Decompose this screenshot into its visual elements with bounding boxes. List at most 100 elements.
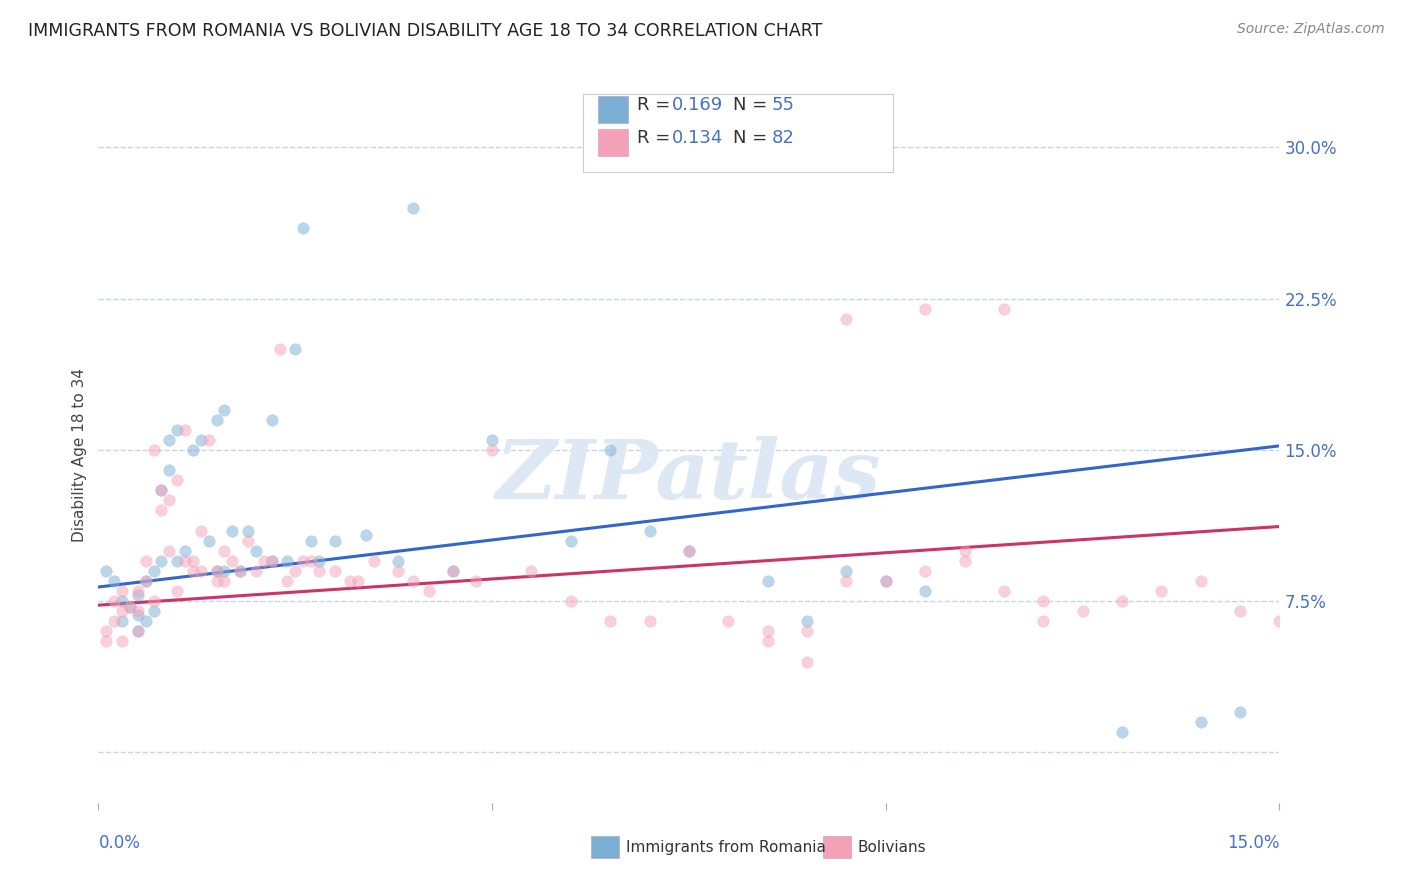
Point (276, 554, 298, 568)
Text: 0.0%: 0.0% (98, 834, 141, 852)
Point (481, 442, 503, 457)
Point (276, 574, 298, 588)
Point (260, 554, 283, 568)
Point (953, 543, 976, 558)
Point (323, 533, 346, 548)
Point (599, 442, 621, 457)
Point (835, 564, 858, 578)
Point (221, 524, 243, 538)
Point (127, 624, 149, 639)
Point (756, 624, 779, 639)
Point (599, 615, 621, 629)
Point (142, 564, 165, 578)
Point (127, 584, 149, 599)
Point (308, 564, 330, 578)
Point (441, 564, 464, 578)
Point (111, 604, 134, 618)
Point (127, 608, 149, 623)
Point (796, 624, 818, 639)
Point (387, 554, 409, 568)
Point (214, 543, 236, 558)
Text: 0.169: 0.169 (672, 96, 723, 114)
Point (229, 564, 252, 578)
Point (103, 615, 125, 629)
Point (339, 574, 361, 588)
Point (835, 574, 858, 588)
Point (111, 634, 134, 648)
Point (1032, 615, 1054, 629)
Point (292, 554, 315, 568)
Point (111, 584, 134, 599)
Point (157, 543, 180, 558)
Point (756, 634, 779, 648)
Point (236, 533, 259, 548)
Point (190, 524, 212, 538)
Point (166, 554, 188, 568)
Point (1268, 615, 1291, 629)
Y-axis label: Disability Age 18 to 34: Disability Age 18 to 34 (72, 368, 87, 542)
Point (253, 554, 276, 568)
Point (174, 543, 197, 558)
Point (993, 584, 1015, 599)
Point (127, 588, 149, 602)
Point (190, 564, 212, 578)
Point (560, 533, 582, 548)
Point (181, 554, 204, 568)
Text: IMMIGRANTS FROM ROMANIA VS BOLIVIAN DISABILITY AGE 18 TO 34 CORRELATION CHART: IMMIGRANTS FROM ROMANIA VS BOLIVIAN DISA… (28, 22, 823, 40)
Point (205, 564, 228, 578)
Point (1111, 725, 1133, 739)
Text: N =: N = (733, 96, 772, 114)
Point (520, 564, 543, 578)
Point (142, 442, 165, 457)
Text: 15.0%: 15.0% (1227, 834, 1279, 852)
Point (402, 201, 425, 215)
Point (875, 574, 897, 588)
Point (1189, 715, 1212, 730)
Point (197, 433, 219, 447)
Text: 55: 55 (772, 96, 794, 114)
Point (678, 543, 700, 558)
Point (205, 412, 228, 426)
Point (157, 493, 180, 508)
Point (166, 584, 188, 599)
Point (284, 342, 307, 356)
Point (150, 554, 173, 568)
Point (103, 594, 125, 608)
Point (323, 564, 346, 578)
Point (142, 604, 165, 618)
Point (481, 433, 503, 447)
Point (260, 412, 283, 426)
Point (221, 554, 243, 568)
Point (150, 483, 173, 498)
Point (1032, 594, 1054, 608)
Point (269, 342, 291, 356)
Point (150, 483, 173, 498)
Point (236, 524, 259, 538)
Point (678, 543, 700, 558)
Point (441, 564, 464, 578)
Text: Immigrants from Romania: Immigrants from Romania (626, 840, 825, 855)
Text: Source: ZipAtlas.com: Source: ZipAtlas.com (1237, 22, 1385, 37)
Point (135, 574, 157, 588)
Point (1071, 604, 1094, 618)
Point (835, 311, 858, 326)
Point (796, 615, 818, 629)
Point (875, 574, 897, 588)
Point (717, 615, 740, 629)
Point (560, 594, 582, 608)
Point (292, 221, 315, 235)
Point (135, 554, 157, 568)
Text: 0.134: 0.134 (672, 129, 724, 147)
Point (418, 584, 440, 599)
Point (402, 574, 425, 588)
Point (354, 527, 377, 541)
Point (299, 554, 322, 568)
Text: R =: R = (637, 129, 676, 147)
Point (796, 655, 818, 669)
Point (214, 574, 236, 588)
Point (914, 584, 936, 599)
Point (190, 433, 212, 447)
Text: N =: N = (733, 129, 772, 147)
Point (308, 554, 330, 568)
Point (135, 615, 157, 629)
